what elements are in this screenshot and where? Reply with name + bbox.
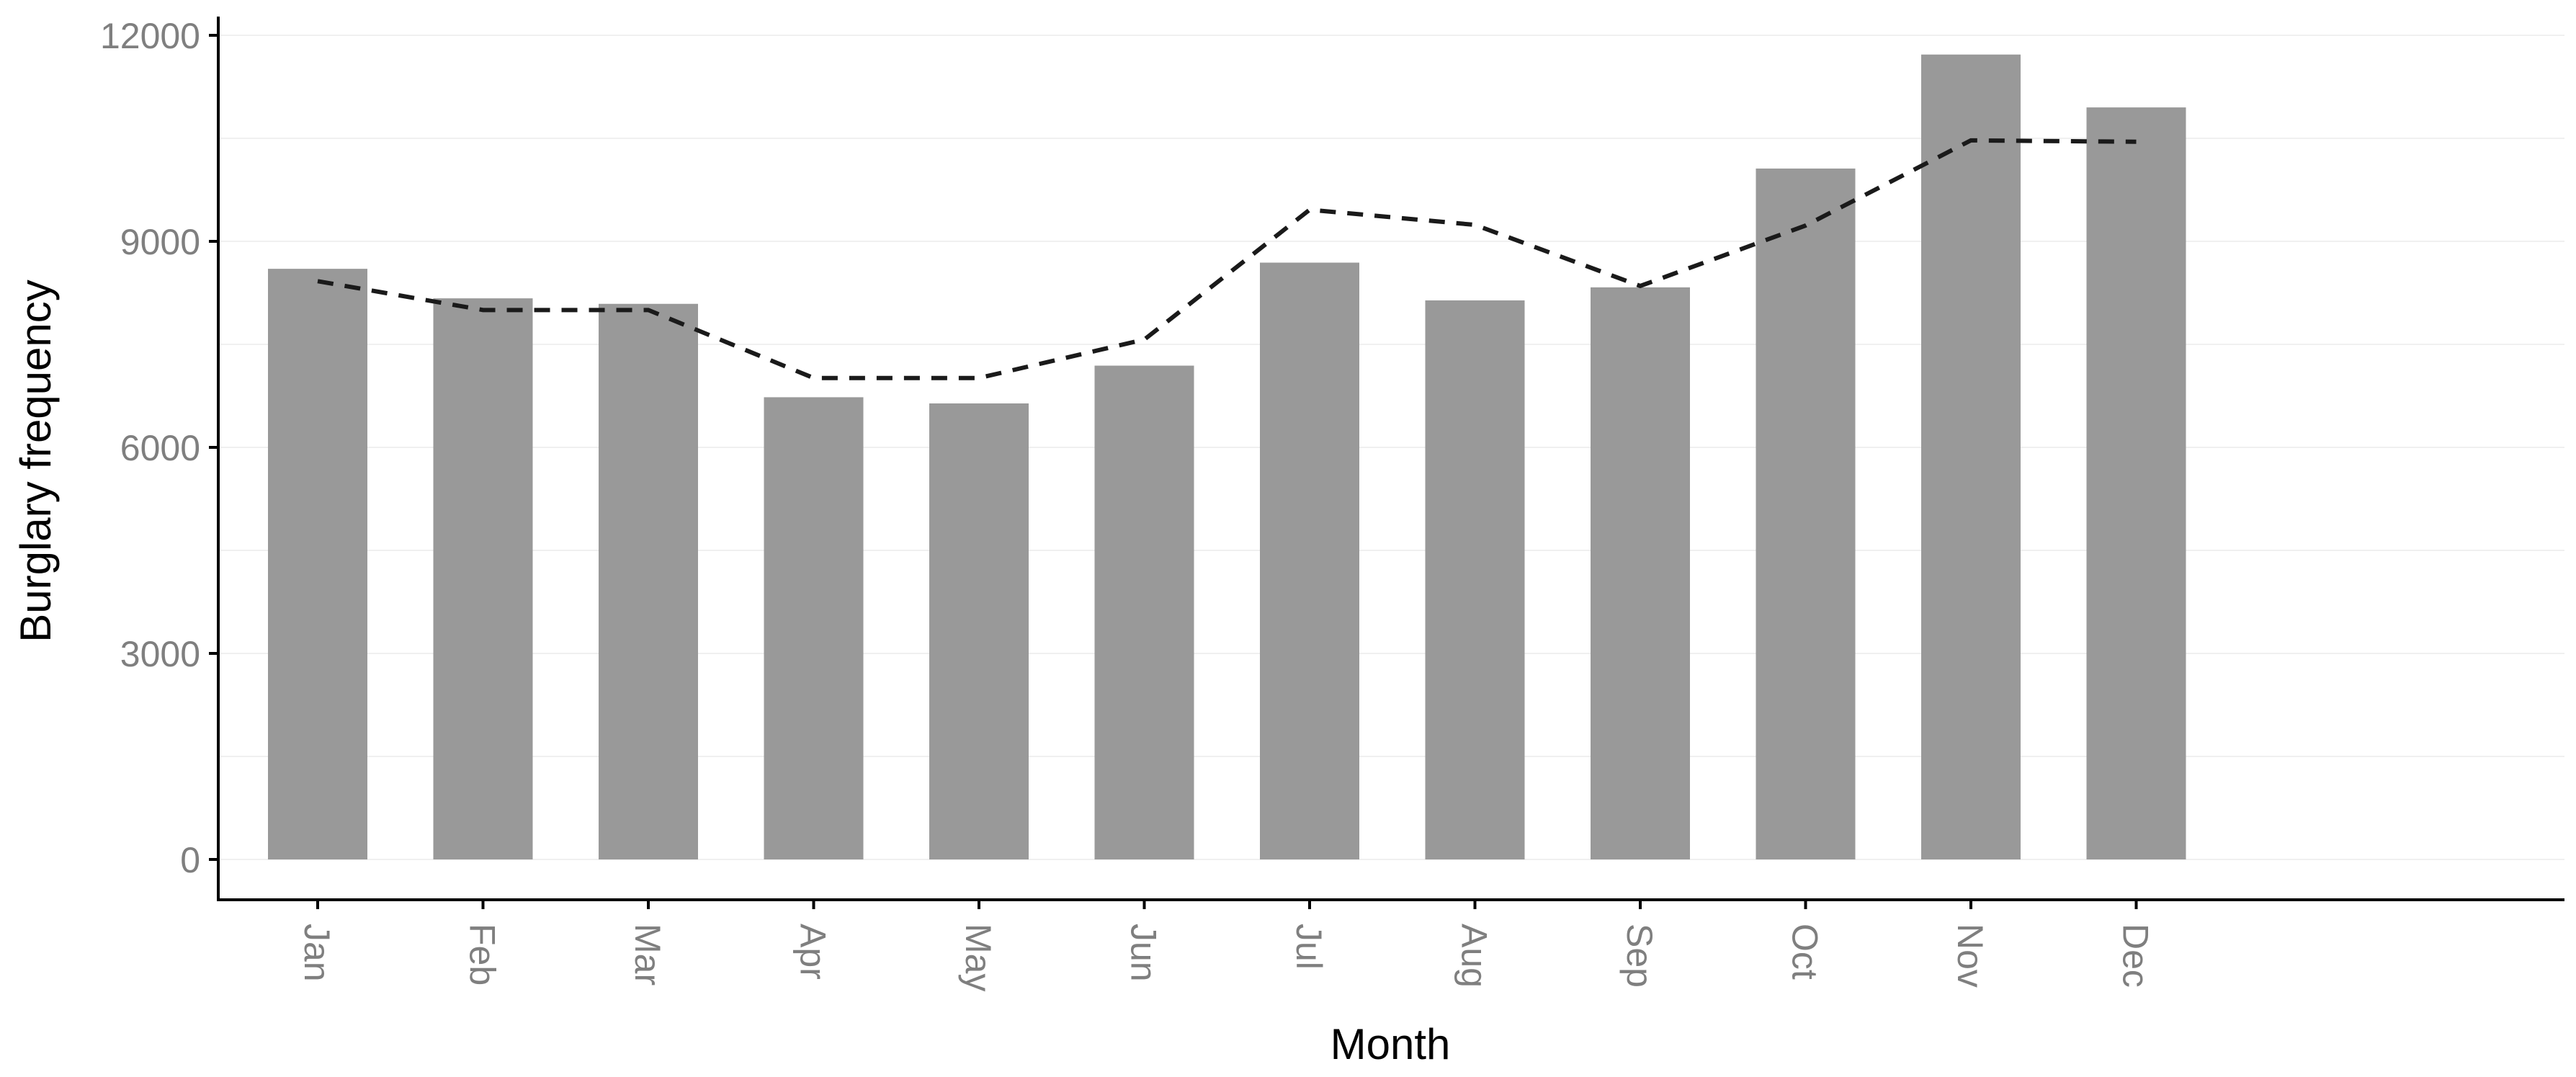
x-axis-ticks: Jan Feb Mar Apr May Jun Jul Aug Sep Oct Nov Dec	[297, 900, 2156, 991]
bar-sep	[1591, 287, 1690, 860]
bar-dec	[2086, 107, 2186, 860]
bar-nov	[1921, 54, 2021, 859]
y-tick-label: 0	[180, 840, 200, 880]
x-tick-label-mar: Mar	[627, 924, 668, 986]
y-tick-label: 6000	[120, 428, 200, 468]
x-tick-label-dec: Dec	[2116, 924, 2156, 988]
bar-jul	[1260, 262, 1359, 859]
trend-line-layer	[317, 138, 2137, 380]
x-tick-label-sep: Sep	[1619, 924, 1660, 988]
y-tick-label: 12000	[100, 16, 200, 56]
x-tick-label-oct: Oct	[1785, 924, 1825, 980]
x-tick-label-jul: Jul	[1289, 924, 1329, 970]
y-axis-title: Burglary frequency	[12, 280, 60, 643]
x-tick-label-feb: Feb	[462, 924, 503, 986]
x-tick-label-jun: Jun	[1124, 924, 1164, 982]
trend-line	[317, 138, 2137, 380]
x-tick-label-may: May	[958, 924, 998, 991]
x-tick-label-aug: Aug	[1454, 924, 1495, 988]
x-tick-label-jan: Jan	[297, 924, 337, 982]
x-tick-label-nov: Nov	[1950, 924, 1990, 988]
y-tick-label: 3000	[120, 634, 200, 674]
y-tick-label: 9000	[120, 222, 200, 262]
y-axis-ticks: 0 3000 6000 9000 12000	[100, 16, 218, 880]
bar-may	[929, 403, 1029, 859]
bar-aug	[1425, 300, 1525, 859]
gridlines	[220, 35, 2564, 860]
bar-oct	[1756, 168, 1856, 860]
bar-jun	[1094, 365, 1194, 859]
bars	[268, 54, 2186, 860]
bar-apr	[764, 397, 864, 859]
x-tick-label-apr: Apr	[793, 924, 833, 980]
bar-mar	[599, 303, 698, 860]
x-axis-title: Month	[1331, 1020, 1451, 1068]
bar-jan	[268, 269, 367, 860]
bar-feb	[433, 298, 533, 859]
